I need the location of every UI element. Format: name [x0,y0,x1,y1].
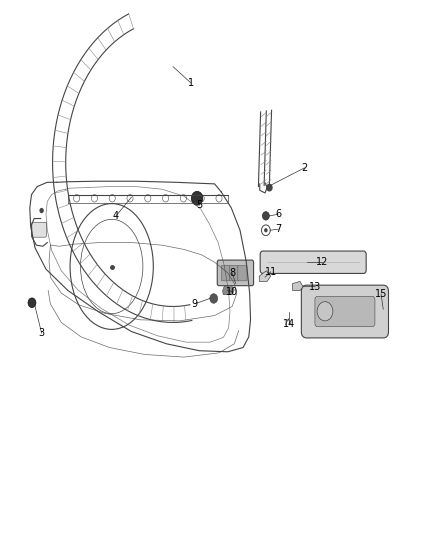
Text: 9: 9 [192,299,198,309]
Circle shape [264,228,268,232]
FancyBboxPatch shape [230,265,239,281]
FancyBboxPatch shape [217,260,254,286]
Text: 11: 11 [265,267,277,277]
Circle shape [210,294,218,303]
Circle shape [262,212,269,220]
Text: 7: 7 [275,224,281,234]
Text: 2: 2 [301,163,307,173]
Polygon shape [223,285,234,295]
Text: 6: 6 [275,209,281,219]
Circle shape [191,191,203,205]
FancyBboxPatch shape [238,265,247,281]
Text: 4: 4 [113,211,119,221]
FancyBboxPatch shape [301,285,389,338]
Polygon shape [259,271,271,281]
FancyBboxPatch shape [315,296,375,327]
FancyBboxPatch shape [221,265,230,281]
Text: 8: 8 [229,268,235,278]
Text: 1: 1 [187,78,194,87]
Polygon shape [293,281,303,290]
Text: 14: 14 [283,319,295,328]
Text: 15: 15 [375,289,387,299]
FancyBboxPatch shape [260,251,366,273]
Text: 5: 5 [196,200,202,210]
Circle shape [317,302,333,321]
Text: 10: 10 [226,287,238,296]
Text: 3: 3 [39,328,45,338]
Circle shape [39,208,44,213]
Circle shape [28,298,36,308]
FancyBboxPatch shape [32,222,46,237]
Text: 12: 12 [316,257,328,267]
Circle shape [267,184,272,191]
Text: 13: 13 [309,282,321,292]
